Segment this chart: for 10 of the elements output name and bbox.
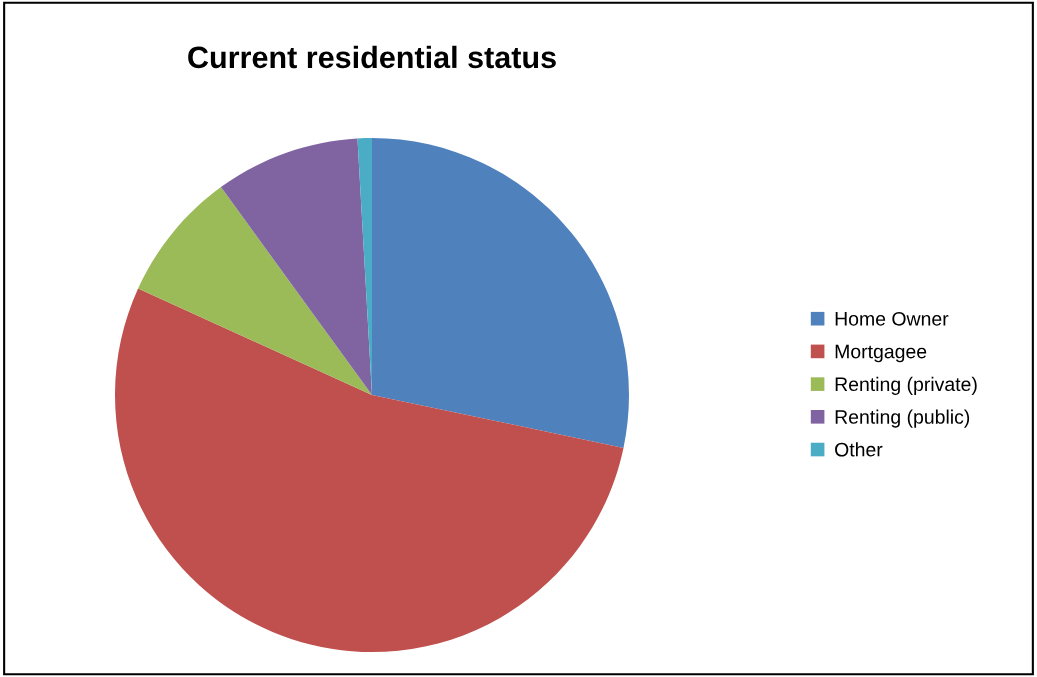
legend-label: Mortgagee (835, 344, 927, 363)
pie-slice (138, 187, 372, 395)
legend-label: Other (835, 442, 883, 457)
pie-slice (220, 138, 372, 395)
pie-slice (115, 288, 624, 652)
chart-title: Current residential status (188, 45, 556, 69)
legend-label: Renting (public) (835, 409, 970, 428)
legend-label: Renting (private) (835, 376, 977, 395)
legend-label: Home Owner (835, 311, 949, 326)
pie-slice (372, 138, 629, 448)
